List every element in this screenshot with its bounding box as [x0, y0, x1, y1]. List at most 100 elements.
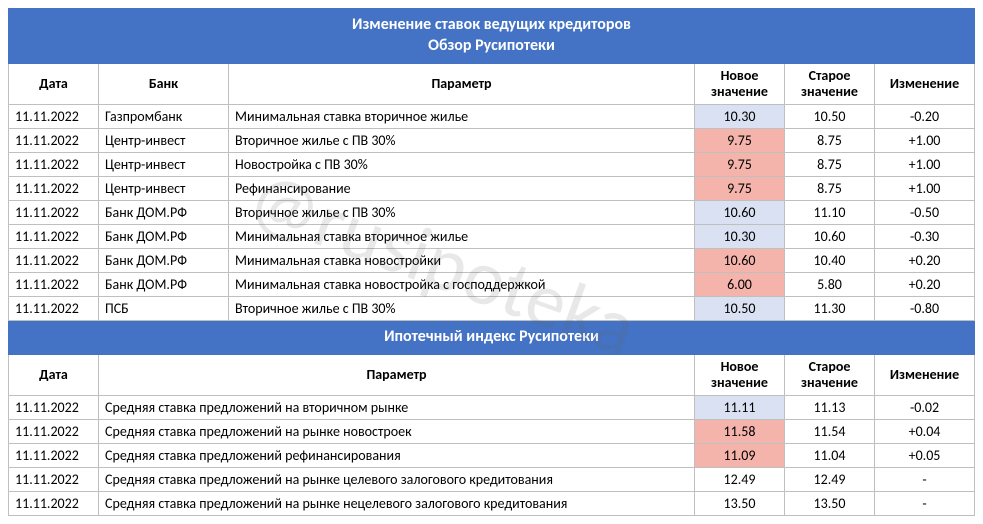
table1-title-line2: Обзор Русипотеки [15, 36, 968, 57]
table2-title: Ипотечный индекс Русипотеки [9, 320, 975, 354]
cell-new: 10.30 [695, 224, 785, 248]
cell-date: 11.11.2022 [9, 104, 99, 128]
col2-old: Старое значение [785, 354, 875, 395]
table-row: 11.11.2022Средняя ставка предложений реф… [9, 443, 975, 467]
cell-bank: Газпромбанк [99, 104, 229, 128]
col-old: Старое значение [785, 63, 875, 104]
col-date: Дата [9, 63, 99, 104]
cell-param: Средняя ставка предложений на рынке неце… [99, 491, 695, 515]
cell-chg: -0.50 [875, 200, 975, 224]
cell-chg: +1.00 [875, 128, 975, 152]
cell-param: Средняя ставка предложений на рынке целе… [99, 467, 695, 491]
cell-new: 12.49 [695, 467, 785, 491]
cell-old: 11.54 [785, 419, 875, 443]
cell-chg: +1.00 [875, 152, 975, 176]
cell-param: Средняя ставка предложений на вторичном … [99, 395, 695, 419]
table1-title-line1: Изменение ставок ведущих кредиторов [15, 15, 968, 36]
cell-old: 5.80 [785, 272, 875, 296]
cell-old: 8.75 [785, 176, 875, 200]
cell-date: 11.11.2022 [9, 443, 99, 467]
cell-param: Рефинансирование [229, 176, 695, 200]
cell-param: Вторичное жилье с ПВ 30% [229, 128, 695, 152]
cell-param: Минимальная ставка новостройка с господд… [229, 272, 695, 296]
cell-new: 9.75 [695, 152, 785, 176]
col2-param: Параметр [99, 354, 695, 395]
cell-bank: Банк ДОМ.РФ [99, 248, 229, 272]
cell-param: Новостройка с ПВ 30% [229, 152, 695, 176]
cell-new: 9.75 [695, 176, 785, 200]
cell-bank: Центр-инвест [99, 152, 229, 176]
cell-date: 11.11.2022 [9, 224, 99, 248]
cell-old: 8.75 [785, 128, 875, 152]
cell-bank: Банк ДОМ.РФ [99, 200, 229, 224]
cell-new: 11.58 [695, 419, 785, 443]
cell-param: Минимальная ставка новостройки [229, 248, 695, 272]
cell-new: 10.60 [695, 200, 785, 224]
cell-chg: - [875, 491, 975, 515]
col-chg: Изменение [875, 63, 975, 104]
cell-date: 11.11.2022 [9, 467, 99, 491]
cell-param: Вторичное жилье с ПВ 30% [229, 296, 695, 320]
table1-header-row: Дата Банк Параметр Новое значение Старое… [9, 63, 975, 104]
cell-date: 11.11.2022 [9, 200, 99, 224]
table-row: 11.11.2022Центр-инвестРефинансирование9.… [9, 176, 975, 200]
cell-param: Минимальная ставка вторичное жилье [229, 224, 695, 248]
table-row: 11.11.2022ГазпромбанкМинимальная ставка … [9, 104, 975, 128]
cell-date: 11.11.2022 [9, 296, 99, 320]
cell-old: 13.50 [785, 491, 875, 515]
cell-chg: -0.80 [875, 296, 975, 320]
cell-old: 11.30 [785, 296, 875, 320]
cell-chg: +1.00 [875, 176, 975, 200]
cell-bank: Банк ДОМ.РФ [99, 224, 229, 248]
rates-table-1: Изменение ставок ведущих кредиторов Обзо… [8, 8, 975, 516]
cell-new: 9.75 [695, 128, 785, 152]
cell-chg: +0.05 [875, 443, 975, 467]
cell-old: 11.13 [785, 395, 875, 419]
col2-new: Новое значение [695, 354, 785, 395]
cell-new: 10.60 [695, 248, 785, 272]
cell-date: 11.11.2022 [9, 395, 99, 419]
table-row: 11.11.2022Центр-инвестНовостройка с ПВ 3… [9, 152, 975, 176]
table-row: 11.11.2022Средняя ставка предложений на … [9, 467, 975, 491]
col-new: Новое значение [695, 63, 785, 104]
table2-header-row: Дата Параметр Новое значение Старое знач… [9, 354, 975, 395]
cell-bank: ПСБ [99, 296, 229, 320]
cell-date: 11.11.2022 [9, 152, 99, 176]
col-bank: Банк [99, 63, 229, 104]
table-row: 11.11.2022Центр-инвестВторичное жилье с … [9, 128, 975, 152]
cell-old: 12.49 [785, 467, 875, 491]
table-row: 11.11.2022Банк ДОМ.РФВторичное жилье с П… [9, 200, 975, 224]
cell-param: Вторичное жилье с ПВ 30% [229, 200, 695, 224]
col2-date: Дата [9, 354, 99, 395]
cell-new: 11.11 [695, 395, 785, 419]
cell-bank: Центр-инвест [99, 176, 229, 200]
col2-chg: Изменение [875, 354, 975, 395]
cell-date: 11.11.2022 [9, 128, 99, 152]
table-row: 11.11.2022Средняя ставка предложений на … [9, 491, 975, 515]
cell-chg: -0.30 [875, 224, 975, 248]
cell-old: 11.04 [785, 443, 875, 467]
cell-chg: +0.20 [875, 248, 975, 272]
table-row: 11.11.2022Банк ДОМ.РФМинимальная ставка … [9, 224, 975, 248]
table-row: 11.11.2022Банк ДОМ.РФМинимальная ставка … [9, 248, 975, 272]
table-row: 11.11.2022Средняя ставка предложений на … [9, 419, 975, 443]
cell-param: Средняя ставка предложений рефинансирова… [99, 443, 695, 467]
cell-date: 11.11.2022 [9, 491, 99, 515]
cell-old: 10.50 [785, 104, 875, 128]
table-row: 11.11.2022Средняя ставка предложений на … [9, 395, 975, 419]
cell-old: 10.40 [785, 248, 875, 272]
table-row: 11.11.2022Банк ДОМ.РФМинимальная ставка … [9, 272, 975, 296]
cell-new: 10.50 [695, 296, 785, 320]
cell-date: 11.11.2022 [9, 248, 99, 272]
cell-param: Минимальная ставка вторичное жилье [229, 104, 695, 128]
cell-new: 13.50 [695, 491, 785, 515]
cell-date: 11.11.2022 [9, 176, 99, 200]
cell-bank: Центр-инвест [99, 128, 229, 152]
table1-title-row: Изменение ставок ведущих кредиторов Обзо… [9, 9, 975, 64]
cell-param: Средняя ставка предложений на рынке ново… [99, 419, 695, 443]
cell-chg: +0.04 [875, 419, 975, 443]
cell-date: 11.11.2022 [9, 272, 99, 296]
cell-new: 11.09 [695, 443, 785, 467]
table2-title-row: Ипотечный индекс Русипотеки [9, 320, 975, 354]
cell-old: 8.75 [785, 152, 875, 176]
